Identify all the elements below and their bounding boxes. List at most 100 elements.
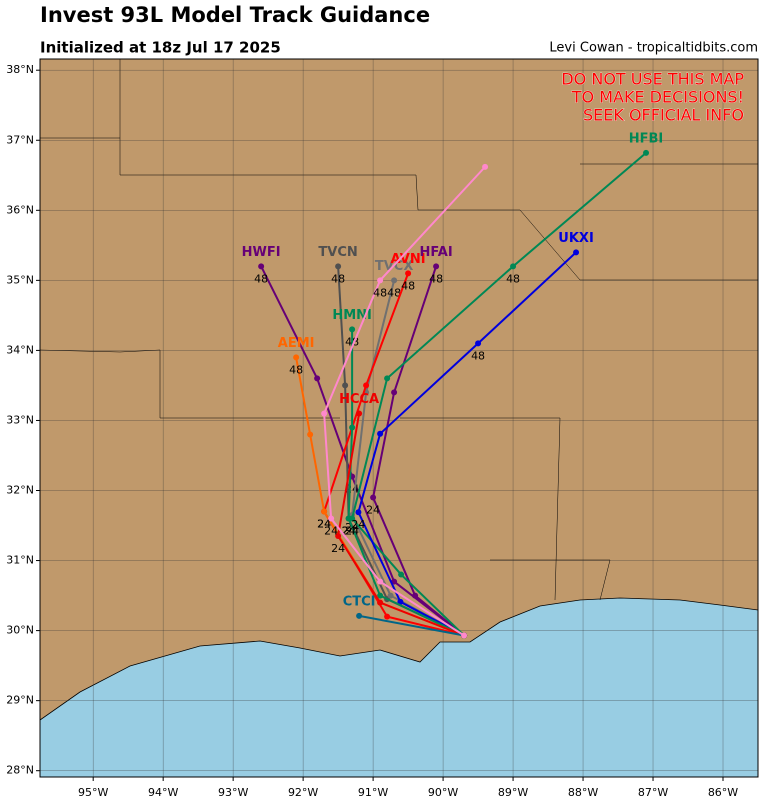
track-point <box>391 389 398 396</box>
subtitle: Initialized at 18z Jul 17 2025 <box>40 39 281 57</box>
x-tick-label: 86°W <box>708 786 738 799</box>
track-point <box>643 149 650 156</box>
track-point <box>377 578 384 585</box>
track-point <box>370 494 377 501</box>
hour-label: 48 <box>373 286 387 299</box>
hour-label: 48 <box>401 279 415 292</box>
track-point <box>412 592 419 599</box>
hour-label: 48 <box>331 272 345 285</box>
track-point <box>356 612 363 619</box>
track-point <box>345 515 352 522</box>
x-tick-label: 87°W <box>638 786 668 799</box>
track-line <box>323 166 486 637</box>
hour-label: 24 <box>331 542 345 555</box>
warning-line: SEEK OFFICIAL INFO <box>583 106 744 125</box>
x-tick-label: 93°W <box>218 786 248 799</box>
track-line <box>358 614 465 637</box>
y-tick-label: 35°N <box>6 273 34 286</box>
track-point <box>307 431 314 438</box>
warning-line: TO MAKE DECISIONS! <box>571 88 744 107</box>
hour-label: 24 <box>324 525 338 538</box>
model-label: HCCA <box>339 392 379 407</box>
model-label: TVCN <box>318 245 357 260</box>
track-point <box>349 326 356 333</box>
track-point <box>384 375 391 382</box>
hour-label: 48 <box>471 349 485 362</box>
hour-label: 24 <box>351 518 365 531</box>
y-tick-label: 33°N <box>6 413 34 426</box>
track-line <box>357 251 577 637</box>
model-label: AEMI <box>278 336 315 351</box>
track-point <box>321 508 328 515</box>
tracks-layer: 2448HWFI2448TVCN2448TVCX2448AVNI2448HFAI… <box>242 131 664 639</box>
y-tick-label: 38°N <box>6 63 34 76</box>
model-label: HMNI <box>332 308 372 323</box>
track-point <box>433 263 440 270</box>
title: Invest 93L Model Track Guidance <box>40 3 430 27</box>
y-tick-label: 31°N <box>6 554 34 567</box>
x-tick-label: 94°W <box>148 786 178 799</box>
model-label: HFAI <box>420 245 453 260</box>
track-point <box>377 277 384 284</box>
track-point <box>342 382 349 389</box>
track-point <box>398 571 405 578</box>
model-label: CTCI <box>343 594 376 609</box>
hour-label: 24 <box>366 504 380 517</box>
track-point <box>321 410 328 417</box>
model-label: HFBI <box>629 131 664 146</box>
model-label: UKXI <box>558 231 594 246</box>
track-point <box>377 592 384 599</box>
y-tick-label: 28°N <box>6 764 34 777</box>
basemap <box>40 59 758 777</box>
x-tick-label: 89°W <box>498 786 528 799</box>
track-point <box>314 375 321 382</box>
hour-label: 48 <box>429 272 443 285</box>
track-point <box>328 515 335 522</box>
track-point <box>461 632 468 639</box>
model-label: HWFI <box>242 245 281 260</box>
track-point <box>387 592 394 599</box>
track-point <box>335 533 342 540</box>
track-point <box>391 277 398 284</box>
warning-line: DO NOT USE THIS MAP <box>561 70 744 89</box>
hour-label: 24 <box>317 518 331 531</box>
grid-layer <box>40 59 758 777</box>
map-frame <box>39 58 759 778</box>
hour-label: 48 <box>254 272 268 285</box>
gulf-water <box>40 597 758 777</box>
hour-label: 48 <box>387 286 401 299</box>
x-tick-label: 90°W <box>428 786 458 799</box>
track-point <box>475 340 482 347</box>
x-tick-label: 91°W <box>358 786 388 799</box>
model-label: AVNI <box>391 252 426 267</box>
track-line <box>337 413 465 637</box>
y-tick-label: 36°N <box>6 203 34 216</box>
hour-label: 24 <box>317 518 331 531</box>
track-point <box>405 270 412 277</box>
hour-label: 48 <box>289 363 303 376</box>
track-point <box>293 354 300 361</box>
y-tick-label: 30°N <box>6 624 34 637</box>
track-point <box>482 163 489 170</box>
track-point <box>377 430 384 437</box>
track-point <box>377 599 384 606</box>
credit: Levi Cowan - tropicaltidbits.com <box>549 41 758 56</box>
track-point <box>335 263 342 270</box>
track-point <box>258 263 265 270</box>
track-point <box>349 424 356 431</box>
y-tick-label: 34°N <box>6 343 34 356</box>
x-tick-label: 95°W <box>78 786 108 799</box>
x-tick-label: 92°W <box>288 786 318 799</box>
hour-label: 24 <box>342 525 356 538</box>
y-tick-label: 37°N <box>6 133 34 146</box>
x-tick-label: 88°W <box>568 786 598 799</box>
y-tick-label: 32°N <box>6 484 34 497</box>
track-point <box>355 509 362 516</box>
y-tick-label: 29°N <box>6 694 34 707</box>
track-point <box>363 382 370 389</box>
track-line <box>351 152 647 637</box>
track-point <box>573 249 580 256</box>
state-borders <box>40 59 758 601</box>
